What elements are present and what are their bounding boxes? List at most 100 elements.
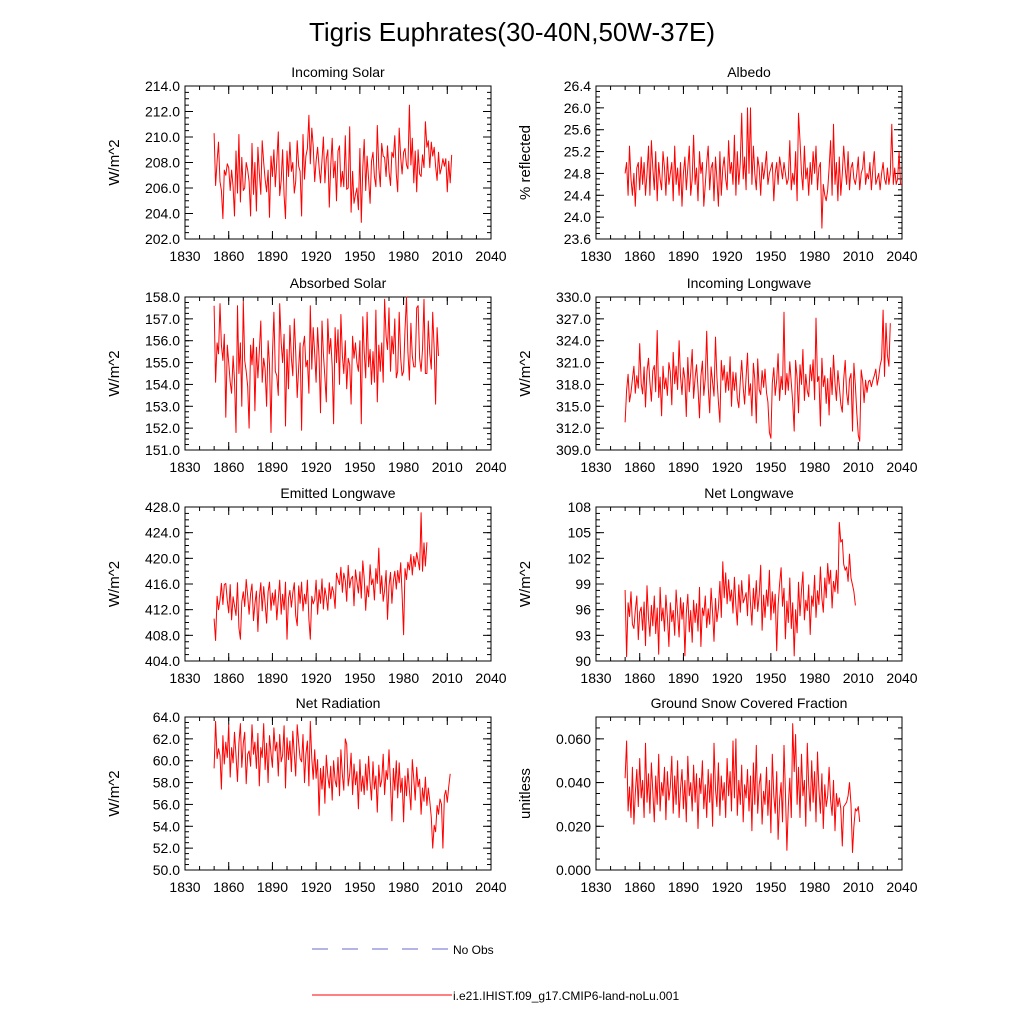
y-tick-label: 206.0 [145,180,180,196]
x-tick-label: 2040 [886,459,917,475]
y-axis-label: unitless [517,768,534,819]
x-tick-label: 1980 [388,459,419,475]
y-tick-label: 64.0 [153,709,180,725]
x-tick-label: 1890 [257,459,288,475]
plot-frame [184,506,492,662]
y-tick-label: 420.0 [145,550,180,566]
panel-ground-snow-covered-fraction: 0.000 0.020 0.040 0.060 1830 1860 1890 1920 1950… [517,695,918,895]
x-tick-label: 1950 [755,670,786,686]
y-tick-label: 327.0 [556,311,591,327]
y-tick-label: 315.0 [556,398,591,414]
y-tick-label: 60.0 [153,753,180,769]
x-tick-label: 1860 [624,879,655,895]
y-tick-label: 324.0 [556,333,591,349]
x-tick-label: 1950 [755,879,786,895]
x-tick-label: 1980 [799,879,830,895]
x-tick-label: 1950 [344,248,375,264]
legend: No Obs i.e21.IHIST.f09_g17.CMIP6-land-no… [312,943,679,1003]
panel-title: Albedo [727,64,771,80]
x-tick-label: 1860 [624,670,655,686]
series-line-emitted-longwave [213,512,428,641]
x-tick-label: 1830 [169,459,200,475]
legend-label-model: i.e21.IHIST.f09_g17.CMIP6-land-noLu.001 [453,989,679,1003]
y-tick-label: 0.060 [556,731,591,747]
x-tick-label: 1980 [799,459,830,475]
x-tick-label: 1950 [755,459,786,475]
x-tick-label: 2010 [432,459,463,475]
x-tick-label: 1920 [712,879,743,895]
series-line-incoming-solar [213,104,453,223]
panel-emitted-longwave: 404.0 408.0 412.0 416.0 420.0 424.0 428.0 1830 1… [106,485,507,686]
panel-title: Incoming Solar [291,64,385,80]
panel-absorbed-solar: 151.0 152.0 153.0 154.0 155.0 156.0 157.0 158.0… [106,275,507,475]
y-tick-label: 0.040 [556,775,591,791]
y-tick-label: 0.000 [556,862,591,878]
x-tick-label: 1980 [799,670,830,686]
x-tick-label: 1920 [712,459,743,475]
x-tick-label: 2010 [843,879,874,895]
y-tick-label: 152.0 [145,420,180,436]
y-tick-label: 156.0 [145,333,180,349]
x-tick-label: 1980 [799,248,830,264]
x-tick-label: 1890 [668,459,699,475]
panel-title: Net Longwave [704,485,794,501]
y-tick-label: 26.4 [564,78,591,94]
y-tick-label: 151.0 [145,442,180,458]
panel-albedo: 23.6 24.0 24.4 24.8 25.2 25.6 26.0 26.4 1830 1860… [517,64,918,264]
y-tick-label: 412.0 [145,602,180,618]
panel-incoming-longwave: 309.0 312.0 315.0 318.0 321.0 324.0 327.0 330.0… [517,275,918,475]
y-tick-label: 208.0 [145,155,180,171]
y-tick-label: 312.0 [556,420,591,436]
y-axis-label: W/m^2 [106,770,123,816]
series-line-incoming-longwave [624,309,891,442]
y-tick-label: 25.2 [564,144,591,160]
y-tick-label: 408.0 [145,627,180,643]
x-tick-label: 2010 [843,670,874,686]
x-tick-label: 1860 [213,670,244,686]
x-tick-label: 1890 [668,670,699,686]
x-tick-label: 1890 [668,879,699,895]
panel-net-longwave: 90 93 96 99 102 105 108 1830 1860 1890 1920 1950 198… [517,485,918,686]
panel-title: Ground Snow Covered Fraction [651,695,848,711]
y-tick-label: 158.0 [145,289,180,305]
y-tick-label: 214.0 [145,78,180,94]
y-tick-label: 330.0 [556,289,591,305]
figure-title: Tigris Euphrates(30-40N,50W-37E) [309,17,715,47]
x-tick-label: 2040 [886,879,917,895]
y-tick-label: 56.0 [153,796,180,812]
x-tick-label: 1920 [712,670,743,686]
x-tick-label: 2040 [475,248,506,264]
y-tick-label: 50.0 [153,862,180,878]
y-axis-label: W/m^2 [106,139,123,185]
x-tick-label: 1950 [344,879,375,895]
y-axis-label: W/m^2 [106,561,123,607]
y-tick-label: 26.0 [564,100,591,116]
x-tick-label: 1860 [213,459,244,475]
y-tick-label: 416.0 [145,576,180,592]
panel-net-radiation: 50.0 52.0 54.0 56.0 58.0 60.0 62.0 64.0 1830 1860… [106,695,507,895]
x-tick-label: 1830 [580,459,611,475]
x-tick-label: 2010 [843,459,874,475]
x-tick-label: 1920 [301,670,332,686]
x-tick-label: 1860 [213,879,244,895]
panel-title: Incoming Longwave [687,275,812,291]
x-tick-label: 1920 [301,459,332,475]
y-tick-label: 90 [575,653,591,669]
x-tick-label: 1830 [169,670,200,686]
y-tick-label: 0.020 [556,818,591,834]
x-tick-label: 1830 [169,879,200,895]
y-tick-label: 96 [575,602,591,618]
series-line-ground-snow-covered-fraction [624,723,861,853]
y-tick-label: 54.0 [153,818,180,834]
y-tick-label: 404.0 [145,653,180,669]
y-axis-label: W/m^2 [517,350,534,396]
y-axis-label: W/m^2 [106,350,123,396]
series-line-albedo [624,107,902,229]
x-tick-label: 1830 [169,248,200,264]
x-tick-label: 2010 [432,248,463,264]
x-tick-label: 1980 [388,248,419,264]
x-tick-label: 2040 [475,879,506,895]
x-tick-label: 1980 [388,879,419,895]
